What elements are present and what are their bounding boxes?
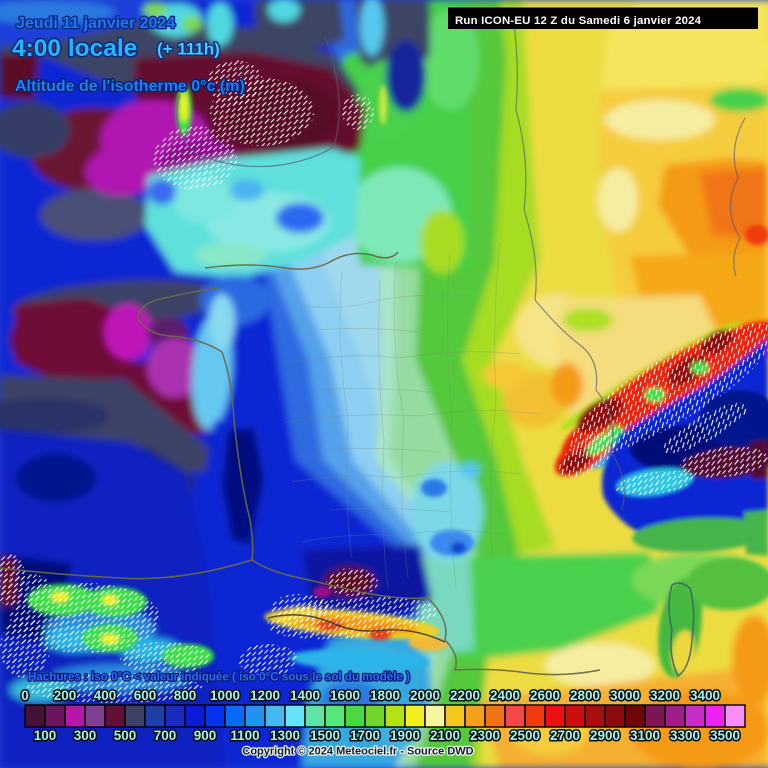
svg-text:1100: 1100 (230, 728, 259, 743)
svg-text:2900: 2900 (590, 728, 620, 743)
svg-text:2800: 2800 (570, 688, 600, 703)
svg-text:1000: 1000 (210, 688, 240, 703)
svg-text:3200: 3200 (650, 688, 680, 703)
svg-text:2000: 2000 (410, 688, 440, 703)
svg-text:Jeudi 11 janvier 2024: Jeudi 11 janvier 2024 (16, 15, 175, 32)
svg-text:1700: 1700 (350, 728, 380, 743)
svg-text:1800: 1800 (370, 688, 400, 703)
svg-text:3100: 3100 (630, 728, 660, 743)
svg-text:1300: 1300 (270, 728, 300, 743)
svg-text:0: 0 (21, 688, 29, 703)
svg-text:2400: 2400 (490, 688, 520, 703)
svg-text:Hachures : iso 0°C < valeur in: Hachures : iso 0°C < valeur indiquée ( i… (28, 671, 410, 684)
svg-text:Copyright © 2024 Meteociel.fr: Copyright © 2024 Meteociel.fr - Source D… (242, 746, 473, 758)
svg-text:1600: 1600 (330, 688, 360, 703)
svg-text:2300: 2300 (470, 728, 500, 743)
svg-text:600: 600 (134, 688, 157, 703)
svg-text:1500: 1500 (310, 728, 340, 743)
svg-text:900: 900 (194, 728, 217, 743)
svg-text:2700: 2700 (550, 728, 580, 743)
svg-text:3400: 3400 (690, 688, 720, 703)
svg-text:2200: 2200 (450, 688, 480, 703)
svg-text:800: 800 (174, 688, 197, 703)
svg-text:1200: 1200 (250, 688, 280, 703)
svg-text:1900: 1900 (390, 728, 420, 743)
svg-text:1400: 1400 (290, 688, 320, 703)
svg-text:2100: 2100 (430, 728, 460, 743)
svg-text:500: 500 (114, 728, 137, 743)
svg-text:400: 400 (94, 688, 117, 703)
svg-text:3000: 3000 (610, 688, 640, 703)
svg-text:Run ICON-EU 12 Z du Samedi 6 j: Run ICON-EU 12 Z du Samedi 6 janvier 202… (455, 15, 702, 27)
svg-text:3500: 3500 (710, 728, 740, 743)
svg-text:Altitude de l'isotherme 0°c (m: Altitude de l'isotherme 0°c (m) (15, 78, 245, 95)
svg-text:2500: 2500 (510, 728, 540, 743)
svg-text:(+ 111h): (+ 111h) (157, 40, 220, 59)
svg-text:4:00 locale: 4:00 locale (12, 35, 137, 62)
svg-text:100: 100 (34, 728, 57, 743)
svg-text:2600: 2600 (530, 688, 560, 703)
svg-text:700: 700 (154, 728, 177, 743)
svg-text:3300: 3300 (670, 728, 700, 743)
svg-text:200: 200 (54, 688, 77, 703)
svg-text:300: 300 (74, 728, 97, 743)
